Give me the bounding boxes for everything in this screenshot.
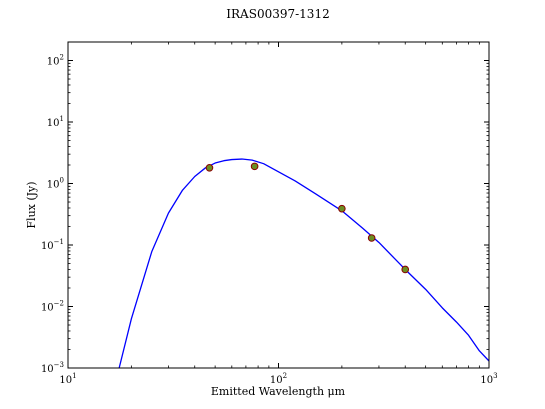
y-tick-exponent: 2 <box>60 54 64 62</box>
x-tick-label: 103 <box>480 372 497 386</box>
y-tick-label: 10−1 <box>41 238 64 252</box>
plot-frame <box>67 41 490 369</box>
y-tick-exponent: −2 <box>54 300 64 308</box>
y-tick-exponent: 1 <box>60 115 64 123</box>
y-tick-base: 10 <box>47 118 60 129</box>
data-point <box>401 265 410 274</box>
y-tick-base: 10 <box>41 241 54 252</box>
x-axis-label: Emitted Wavelength μm <box>211 385 346 398</box>
chart-title: IRAS00397-1312 <box>226 7 329 21</box>
data-point <box>250 162 259 171</box>
y-tick-base: 10 <box>41 303 54 314</box>
x-tick-base: 10 <box>270 375 283 386</box>
y-tick-label: 101 <box>47 115 64 129</box>
y-tick-base: 10 <box>47 57 60 68</box>
data-point <box>338 204 346 213</box>
x-tick-exponent: 3 <box>493 372 497 380</box>
x-tick-label: 101 <box>59 372 76 386</box>
y-tick-label: 10−2 <box>41 300 64 314</box>
data-point <box>367 234 376 242</box>
x-tick-label: 102 <box>270 372 287 386</box>
y-tick-exponent: −1 <box>54 238 64 246</box>
y-tick-exponent: −3 <box>54 361 64 369</box>
model-curve <box>118 158 490 369</box>
y-axis-label: Flux (Jy) <box>25 181 38 228</box>
x-tick-base: 10 <box>59 375 72 386</box>
x-tick-exponent: 1 <box>72 372 76 380</box>
data-point <box>205 164 214 172</box>
x-tick-exponent: 2 <box>283 372 287 380</box>
y-tick-label: 102 <box>47 54 64 68</box>
y-tick-base: 10 <box>47 180 60 191</box>
y-tick-label: 100 <box>47 177 64 191</box>
y-tick-label: 10−3 <box>41 361 64 375</box>
y-tick-base: 10 <box>41 364 54 375</box>
x-tick-base: 10 <box>480 375 493 386</box>
y-tick-exponent: 0 <box>60 177 64 185</box>
